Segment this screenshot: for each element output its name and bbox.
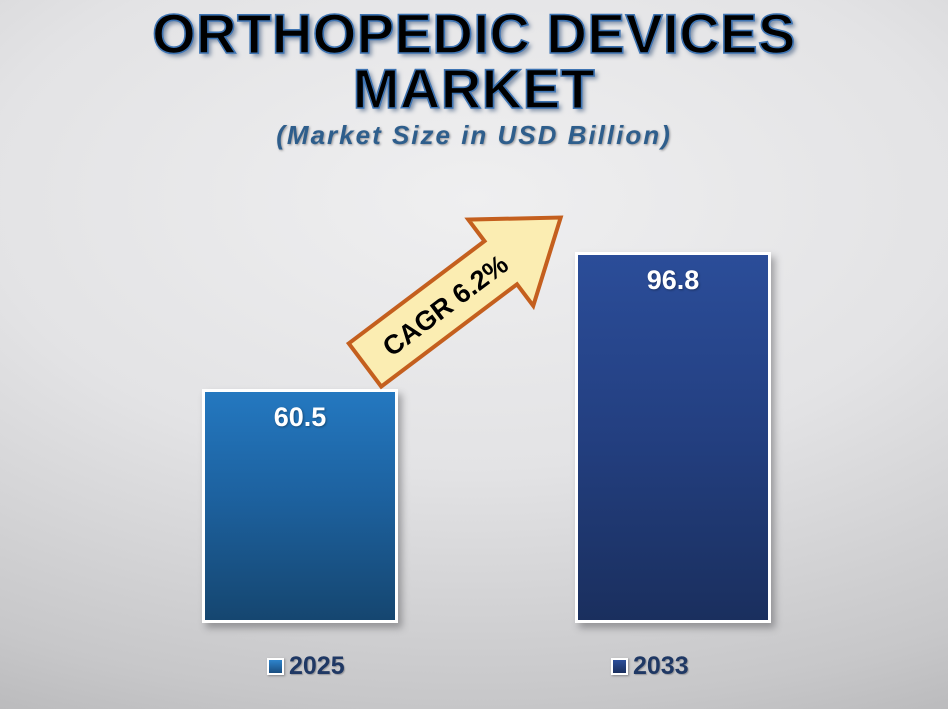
- chart-title: ORTHOPEDIC DEVICES MARKET: [0, 2, 948, 120]
- legend-item-2033: 2033: [611, 652, 689, 681]
- chart-title-line1: ORTHOPEDIC DEVICES: [151, 2, 796, 65]
- legend-item-2025: 2025: [267, 652, 345, 681]
- legend-swatch-2033: [611, 658, 628, 675]
- chart-title-line2: MARKET: [352, 57, 596, 120]
- chart-subtitle: (Market Size in USD Billion): [276, 120, 672, 150]
- legend-label-2033: 2033: [633, 652, 689, 680]
- bar-2033: 96.8: [575, 252, 771, 623]
- cagr-arrow: CAGR 6.2%: [345, 215, 564, 390]
- bar-2033-value-label: 96.8: [646, 265, 700, 295]
- legend-swatch-2025: [267, 658, 284, 675]
- bar-2025-value-label: 60.5: [273, 402, 327, 432]
- legend-label-2025: 2025: [289, 652, 345, 680]
- bar-2025: 60.5: [202, 389, 398, 623]
- cagr-arrow-shape: [345, 215, 564, 390]
